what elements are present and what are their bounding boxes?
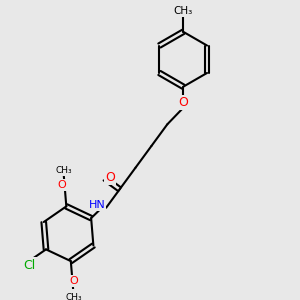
Text: O: O bbox=[57, 180, 66, 190]
Text: O: O bbox=[178, 96, 188, 109]
Text: O: O bbox=[105, 171, 115, 184]
Text: CH₃: CH₃ bbox=[65, 292, 82, 300]
Text: CH₃: CH₃ bbox=[174, 6, 193, 16]
Text: O: O bbox=[70, 276, 78, 286]
Text: Cl: Cl bbox=[23, 259, 35, 272]
Text: CH₃: CH₃ bbox=[55, 166, 72, 175]
Text: HN: HN bbox=[88, 200, 105, 210]
